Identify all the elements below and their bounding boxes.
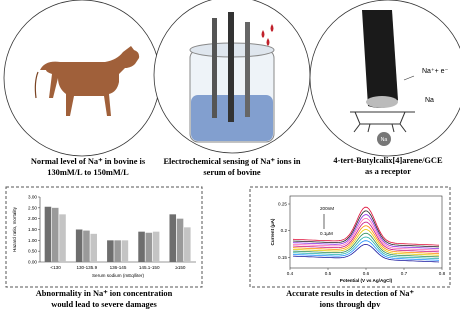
y-tick-label: 0.15 bbox=[278, 255, 287, 260]
x-tick-label: 0.6 bbox=[363, 271, 370, 276]
caption: serum of bovine bbox=[203, 168, 261, 177]
receptor-panel: Na⁺+ e⁻ Na Na bbox=[310, 0, 460, 156]
y-axis-label: Current (µA) bbox=[270, 218, 275, 245]
caption: Electrochemical sensing of Na⁺ ions in bbox=[163, 157, 300, 166]
y-tick-label: 3.00 bbox=[28, 195, 37, 200]
caption: 4-tert-Butylcalix[4]arene/GCE bbox=[333, 156, 443, 165]
caption: as a receptor bbox=[365, 167, 411, 176]
x-tick-label: 130-135.9 bbox=[76, 265, 97, 270]
caption: Accurate results in detection of Na⁺ bbox=[286, 289, 414, 298]
bar bbox=[114, 240, 121, 262]
bar bbox=[83, 231, 90, 262]
x-axis-label: Potential (V vs Ag/AgCl) bbox=[340, 278, 393, 283]
x-tick-label: <130 bbox=[50, 265, 61, 270]
caption: Normal level of Na⁺ in bovine is bbox=[31, 157, 146, 166]
bar bbox=[76, 230, 83, 263]
bar bbox=[146, 233, 153, 262]
bar bbox=[59, 214, 66, 262]
y-tick-label: 0.2 bbox=[281, 228, 288, 233]
y-tick-label: 0.50 bbox=[28, 249, 37, 254]
x-tick-label: 0.4 bbox=[287, 271, 294, 276]
bar bbox=[169, 214, 176, 262]
dpv-curve bbox=[293, 211, 439, 247]
bar bbox=[122, 240, 129, 262]
bar bbox=[184, 227, 191, 262]
y-tick-label: 1.50 bbox=[28, 227, 37, 232]
bound-ion-label: Na bbox=[381, 137, 388, 143]
x-tick-label: 0.8 bbox=[439, 271, 446, 276]
y-tick-label: 1.00 bbox=[28, 238, 37, 243]
dpv-curve bbox=[293, 218, 439, 250]
x-tick-label: ≥150 bbox=[175, 265, 186, 270]
y-tick-label: 2.50 bbox=[28, 205, 37, 210]
bar bbox=[138, 232, 145, 262]
cow-panel bbox=[4, 0, 160, 156]
ion-label: Na bbox=[425, 97, 434, 104]
annotation: 200nM bbox=[320, 206, 334, 211]
y-tick-label: 2.00 bbox=[28, 216, 37, 221]
dpv-curve bbox=[293, 215, 439, 249]
bar bbox=[177, 219, 184, 262]
y-axis-label: Hazard ratio, mortality bbox=[12, 206, 17, 252]
x-tick-label: 0.5 bbox=[325, 271, 332, 276]
reaction-label: Na⁺+ e⁻ bbox=[422, 68, 449, 75]
caption: 130mM/L to 150mM/L bbox=[47, 168, 129, 177]
x-tick-label: 145.1-150 bbox=[139, 265, 160, 270]
x-axis-label: Serum sodium (mEq/liter) bbox=[92, 273, 145, 278]
bar bbox=[45, 207, 52, 262]
bar bbox=[107, 240, 114, 262]
cell-panel bbox=[154, 0, 310, 153]
annotation: 0.1µM bbox=[320, 231, 333, 236]
caption: ions through dpv bbox=[320, 300, 382, 309]
caption: would lead to severe damages bbox=[51, 300, 157, 309]
bar bbox=[90, 234, 97, 262]
bar bbox=[153, 232, 160, 262]
y-tick-label: 0.00 bbox=[28, 260, 37, 265]
bar bbox=[52, 208, 59, 262]
x-tick-label: 0.7 bbox=[401, 271, 408, 276]
y-tick-label: 0.25 bbox=[278, 202, 287, 207]
x-tick-label: 136-145 bbox=[110, 265, 127, 270]
graphical-abstract: Na⁺+ e⁻ Na Na Normal level of Na⁺ in bov… bbox=[0, 0, 460, 313]
caption: Abnormality in Na⁺ ion concentration bbox=[36, 289, 173, 298]
